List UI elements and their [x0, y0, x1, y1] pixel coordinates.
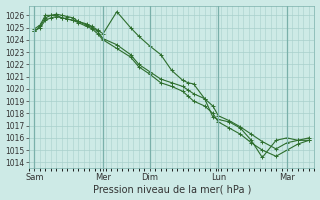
X-axis label: Pression niveau de la mer( hPa ): Pression niveau de la mer( hPa ) — [92, 184, 251, 194]
